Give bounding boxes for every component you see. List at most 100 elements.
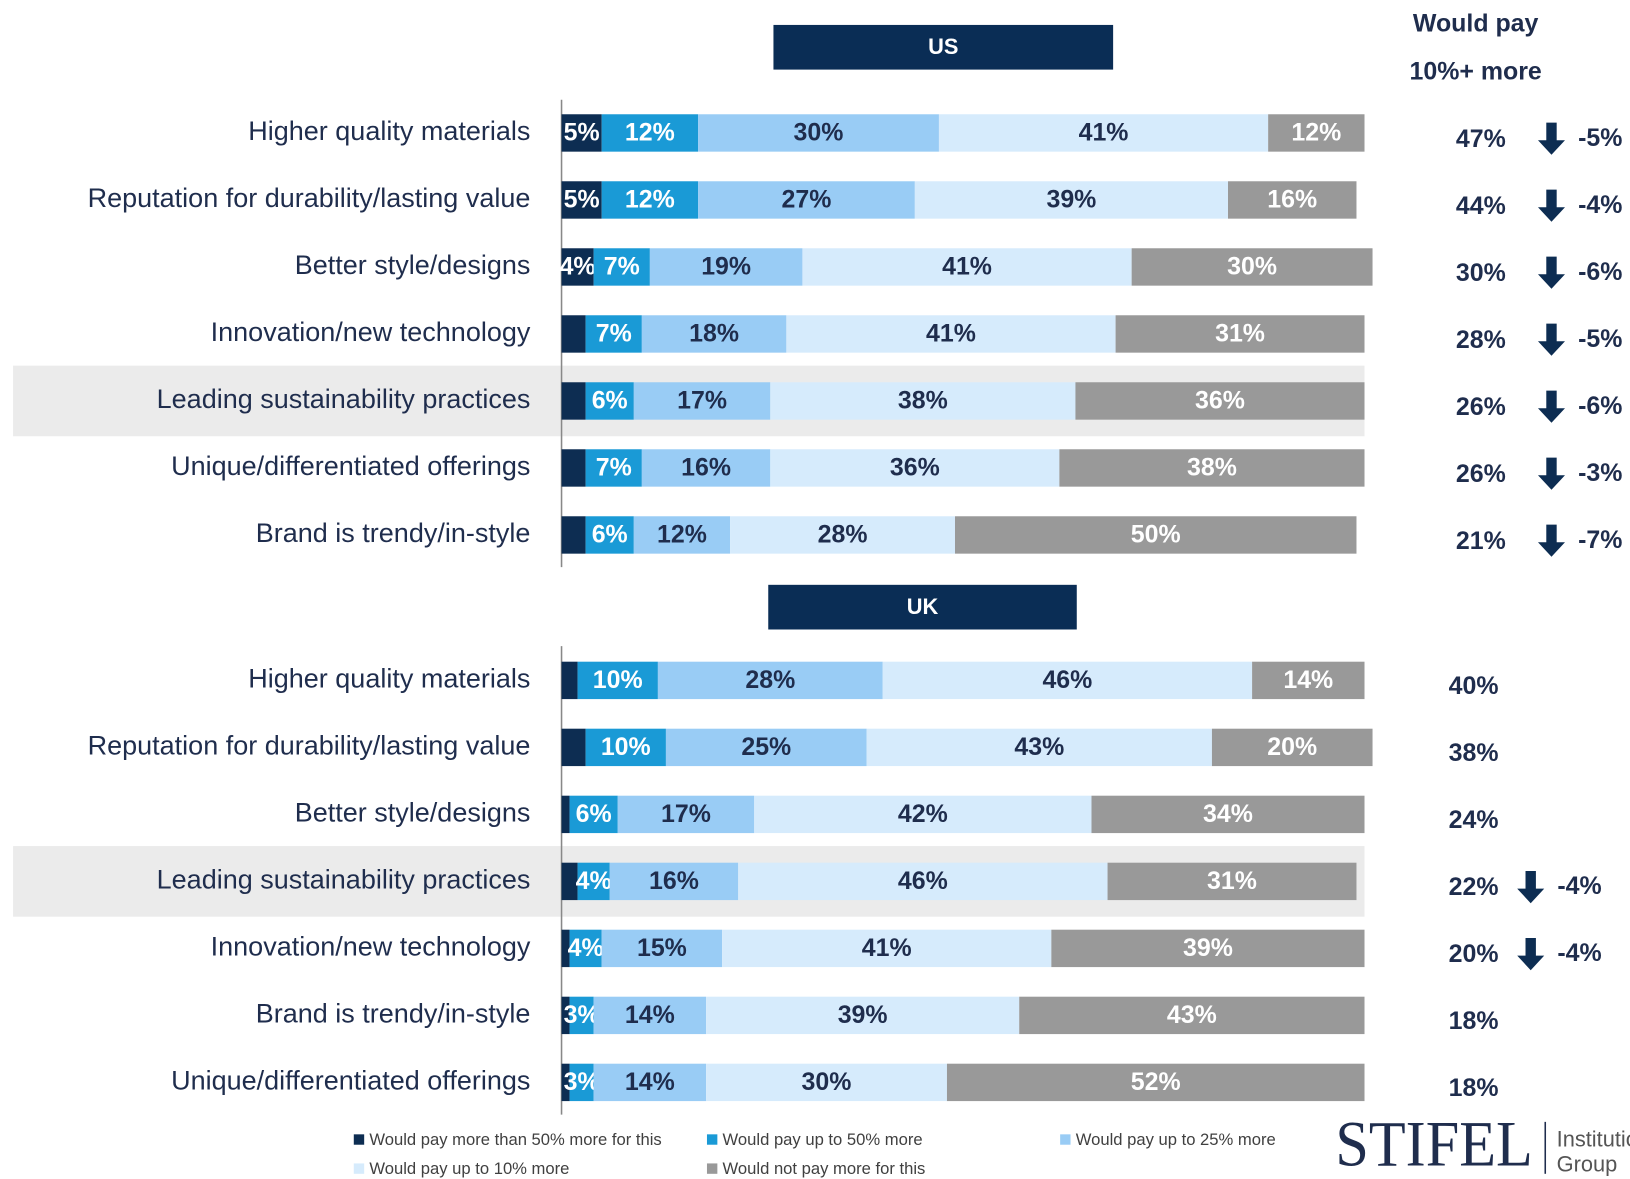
category-label: Unique/differentiated offerings — [171, 451, 530, 481]
summary-header: 10%+ more — [1409, 57, 1541, 85]
bar-segment — [641, 315, 787, 353]
bar-segment — [1131, 248, 1373, 286]
bar-segment — [569, 1063, 594, 1102]
change-label: -4% — [1557, 872, 1601, 900]
data-label: 31% — [1207, 867, 1257, 895]
data-label: 31% — [1215, 320, 1265, 348]
change-label: -5% — [1578, 124, 1622, 152]
bar-segment — [561, 114, 602, 152]
category-label: Better style/designs — [295, 250, 531, 280]
data-label: 41% — [1079, 119, 1129, 147]
legend-label: Would pay up to 10% more — [369, 1159, 569, 1178]
category-label: Reputation for durability/lasting value — [88, 183, 531, 213]
data-label: 46% — [1042, 666, 1092, 694]
data-label: 17% — [661, 800, 711, 828]
data-label: 17% — [677, 387, 727, 415]
data-label: 39% — [838, 1001, 888, 1029]
bar-segment — [561, 795, 570, 834]
data-label: 10% — [601, 733, 651, 761]
data-label: 18% — [689, 320, 739, 348]
chart-title: UK — [907, 594, 939, 619]
legend-swatch — [706, 1134, 718, 1145]
category-label: Leading sustainability practices — [157, 865, 531, 895]
data-label: 38% — [1187, 454, 1237, 482]
category-label: Brand is trendy/in-style — [256, 999, 531, 1029]
change-label: -6% — [1578, 392, 1622, 420]
category-label: Better style/designs — [295, 798, 531, 828]
data-label: 36% — [1195, 387, 1245, 415]
summary-value: 47% — [1456, 125, 1506, 153]
bar-segment — [633, 382, 771, 420]
data-label: 6% — [576, 800, 612, 828]
category-label: Innovation/new technology — [211, 317, 531, 347]
bar-segment — [593, 248, 650, 286]
data-label: 14% — [625, 1001, 675, 1029]
summary-header: Would pay — [1413, 10, 1539, 38]
data-label: 39% — [1046, 186, 1096, 214]
data-label: 28% — [745, 666, 795, 694]
summary-value: 40% — [1449, 672, 1499, 700]
data-label: 4% — [576, 867, 612, 895]
bar-segment — [617, 795, 755, 834]
bar-segment — [601, 114, 699, 152]
summary-value: 44% — [1456, 192, 1506, 220]
summary-value: 28% — [1456, 326, 1506, 354]
category-label: Higher quality materials — [248, 664, 530, 694]
data-label: 50% — [1131, 521, 1181, 549]
bar-segment — [1211, 728, 1373, 767]
data-label: 19% — [701, 253, 751, 281]
data-label: 43% — [1014, 733, 1064, 761]
bar-segment — [706, 1063, 947, 1102]
legend-swatch — [353, 1134, 365, 1145]
data-label: 38% — [898, 387, 948, 415]
change-label: -5% — [1578, 325, 1622, 353]
data-label: 30% — [1227, 253, 1277, 281]
bar-segment — [561, 382, 586, 420]
bar-segment — [1075, 382, 1365, 420]
bar-segment — [1252, 661, 1365, 700]
data-label: 16% — [681, 454, 731, 482]
change-label: -6% — [1578, 258, 1622, 286]
bar-segment — [698, 181, 915, 219]
bar-segment — [770, 382, 1076, 420]
bar-segment — [1091, 795, 1365, 834]
summary-value: 26% — [1456, 460, 1506, 488]
data-label: 41% — [926, 320, 976, 348]
bar-segment — [561, 862, 578, 901]
legend-swatch — [353, 1163, 365, 1174]
data-label: 10% — [593, 666, 643, 694]
summary-value: 20% — [1449, 940, 1499, 968]
bar-segment — [1268, 114, 1365, 152]
data-label: 4% — [560, 253, 596, 281]
bar-segment — [585, 728, 666, 767]
bar-segment — [593, 996, 707, 1035]
data-label: 4% — [568, 934, 604, 962]
bar-segment — [1051, 929, 1365, 968]
change-arrow — [1537, 122, 1565, 155]
data-label: 7% — [596, 454, 632, 482]
data-label: 5% — [564, 186, 600, 214]
legend-label: Would not pay more for this — [723, 1159, 926, 1178]
summary-value: 24% — [1449, 806, 1499, 834]
data-label: 42% — [898, 800, 948, 828]
category-label: Brand is trendy/in-style — [256, 518, 531, 548]
summary-value: 18% — [1449, 1074, 1499, 1102]
data-label: 16% — [649, 867, 699, 895]
logo-sub: Group — [1557, 1151, 1618, 1176]
data-label: 41% — [942, 253, 992, 281]
change-arrow — [1537, 323, 1565, 356]
bar-segment — [561, 1063, 570, 1102]
data-label: 3% — [564, 1001, 600, 1029]
bar-segment — [561, 996, 570, 1035]
bar-segment — [722, 929, 1052, 968]
data-label: 20% — [1267, 733, 1317, 761]
data-label: 28% — [818, 521, 868, 549]
data-label: 7% — [596, 320, 632, 348]
bar-segment — [561, 449, 586, 487]
summary-value: 22% — [1449, 873, 1499, 901]
bar-segment — [914, 181, 1229, 219]
category-label: Higher quality materials — [248, 116, 530, 146]
bar-segment — [786, 315, 1116, 353]
category-label: Reputation for durability/lasting value — [88, 731, 531, 761]
data-label: 14% — [1283, 666, 1333, 694]
